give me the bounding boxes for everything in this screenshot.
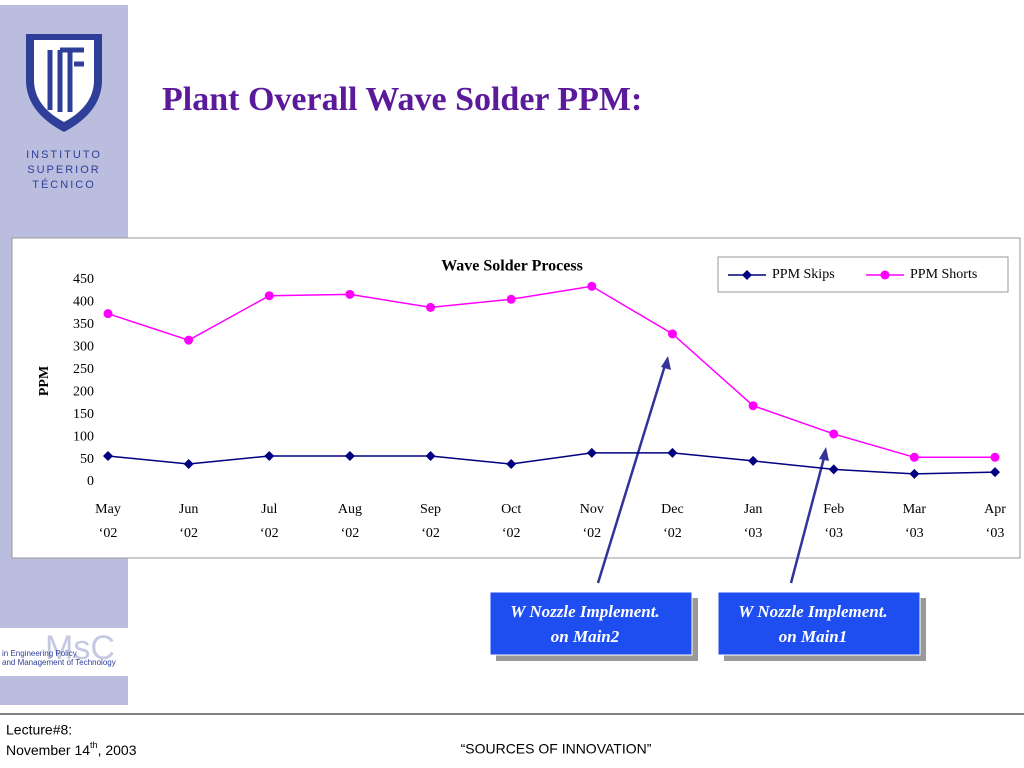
marker	[828, 464, 839, 475]
marker	[103, 309, 113, 319]
x-tick-label: Mar	[903, 502, 927, 517]
x-tick-label: Jul	[261, 502, 277, 517]
marker	[909, 468, 920, 479]
marker	[667, 447, 678, 458]
msc-text: in Engineering Policy	[2, 649, 77, 658]
marker	[586, 447, 597, 458]
x-tick-label: ‘03	[986, 526, 1005, 541]
x-tick-label: ‘02	[99, 526, 118, 541]
x-tick-label: Jun	[179, 502, 198, 517]
legend-label: PPM Skips	[772, 267, 835, 282]
date-part: November 14	[6, 742, 90, 758]
logo-text: TÉCNICO	[32, 178, 96, 191]
marker	[344, 450, 355, 461]
marker	[748, 455, 759, 466]
y-tick-label: 0	[87, 474, 94, 489]
marker	[345, 289, 355, 299]
marker	[264, 450, 275, 461]
legend-marker	[880, 270, 890, 280]
x-tick-label: ‘02	[582, 526, 601, 541]
marker	[990, 452, 1000, 462]
x-tick-label: ‘02	[179, 526, 198, 541]
marker	[587, 281, 597, 291]
y-tick-label: 50	[80, 452, 94, 467]
footer-center: “SOURCES OF INNOVATION”	[461, 741, 652, 757]
annotation-text: W Nozzle Implement.	[738, 602, 887, 621]
x-tick-label: Jan	[744, 502, 763, 517]
logo-text: INSTITUTO	[26, 149, 102, 161]
marker	[909, 452, 919, 462]
annotation-text: on Main1	[779, 627, 848, 646]
footer-lecture: Lecture#8:	[6, 722, 72, 738]
x-tick-label: ‘03	[744, 526, 763, 541]
y-tick-label: 200	[73, 384, 94, 399]
footer-date: November 14th, 2003	[6, 740, 137, 757]
x-tick-label: Oct	[501, 502, 521, 517]
marker	[990, 467, 1000, 478]
series-line	[107, 452, 996, 475]
legend-label: PPM Shorts	[910, 267, 977, 282]
logo-text: SUPERIOR	[27, 164, 100, 176]
arrowhead	[661, 356, 671, 370]
legend-box	[717, 256, 1009, 293]
marker	[183, 459, 194, 470]
marker	[667, 329, 677, 339]
x-tick-label: Dec	[661, 502, 684, 517]
y-tick-label: 250	[73, 362, 94, 377]
marker	[264, 291, 274, 301]
x-tick-label: ‘03	[905, 526, 924, 541]
arrow	[789, 453, 827, 584]
x-tick-label: ‘02	[663, 526, 682, 541]
x-tick-label: Nov	[580, 502, 604, 517]
x-tick-label: May	[95, 502, 121, 517]
msc-band	[0, 628, 128, 676]
arrowhead	[819, 447, 829, 461]
arrow	[596, 361, 668, 584]
annotation-text: on Main2	[551, 627, 620, 646]
legend-marker	[742, 270, 752, 280]
y-tick-label: 400	[73, 295, 94, 310]
x-tick-label: Feb	[823, 502, 844, 517]
x-tick-label: ‘03	[824, 526, 843, 541]
y-tick-label: 450	[73, 272, 94, 287]
y-tick-label: 350	[73, 317, 94, 332]
x-tick-label: ‘02	[260, 526, 279, 541]
x-tick-label: Sep	[420, 502, 441, 517]
y-tick-label: 150	[73, 407, 94, 422]
y-axis-label: PPM	[37, 366, 52, 396]
marker	[829, 429, 839, 439]
marker	[506, 294, 516, 304]
date-part: , 2003	[98, 742, 137, 758]
marker	[184, 335, 194, 345]
slide-title: Plant Overall Wave Solder PPM:	[162, 81, 642, 118]
date-sup: th	[90, 740, 98, 750]
series-line	[107, 285, 995, 459]
x-tick-label: ‘02	[502, 526, 521, 541]
x-tick-label: Aug	[338, 502, 362, 517]
y-tick-label: 100	[73, 429, 94, 444]
chart-title: Wave Solder Process	[441, 258, 583, 275]
annotation-box	[489, 591, 693, 656]
marker	[425, 450, 436, 461]
logo-letters	[47, 47, 84, 112]
x-tick-label: ‘02	[421, 526, 440, 541]
msc-mark: MsC	[45, 629, 115, 667]
marker	[506, 459, 517, 470]
x-tick-label: Apr	[984, 502, 1006, 517]
msc-text: and Management of Technology	[2, 658, 116, 667]
x-tick-label: ‘02	[341, 526, 360, 541]
annotation-text: W Nozzle Implement.	[510, 602, 659, 621]
marker	[103, 450, 113, 461]
marker	[748, 401, 758, 411]
annotation-box	[717, 591, 921, 656]
marker	[426, 302, 436, 312]
y-tick-label: 300	[73, 340, 94, 355]
